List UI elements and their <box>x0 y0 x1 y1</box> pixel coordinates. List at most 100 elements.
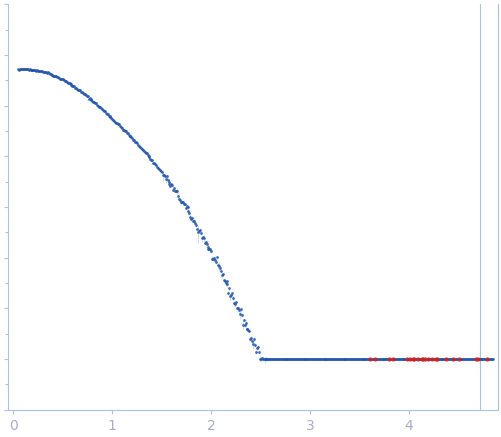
Point <box>300 356 308 363</box>
Point <box>179 201 187 208</box>
Point <box>326 356 334 363</box>
Point <box>211 256 219 263</box>
Point <box>233 304 241 311</box>
Point <box>87 97 95 104</box>
Point <box>396 356 404 363</box>
Point <box>389 356 397 363</box>
Point <box>235 311 243 318</box>
Point <box>375 356 383 363</box>
Point <box>108 115 116 122</box>
Point <box>310 356 318 363</box>
Point <box>264 356 272 363</box>
Point <box>394 356 402 363</box>
Point <box>121 127 129 134</box>
Point <box>278 356 286 363</box>
Point <box>384 356 392 363</box>
Point <box>478 356 486 363</box>
Point <box>247 335 255 342</box>
Point <box>19 66 27 73</box>
Point <box>218 271 226 278</box>
Point <box>365 356 373 363</box>
Point <box>322 356 330 363</box>
Point <box>27 67 35 74</box>
Point <box>432 356 440 363</box>
Point <box>239 317 247 324</box>
Point <box>320 356 328 363</box>
Point <box>428 356 436 363</box>
Point <box>277 356 285 363</box>
Point <box>461 356 469 363</box>
Point <box>246 336 254 343</box>
Point <box>443 356 451 363</box>
Point <box>175 197 183 204</box>
Point <box>403 356 411 363</box>
Point <box>447 356 455 363</box>
Point <box>367 356 375 363</box>
Point <box>46 70 54 77</box>
Point <box>223 277 231 284</box>
Point <box>289 356 297 363</box>
Point <box>273 356 281 363</box>
Point <box>462 356 470 363</box>
Point <box>219 277 227 284</box>
Point <box>173 187 181 194</box>
Point <box>344 356 352 363</box>
Point <box>194 228 202 235</box>
Point <box>414 356 422 363</box>
Point <box>453 356 461 363</box>
Point <box>80 90 88 97</box>
Point <box>449 356 457 363</box>
Point <box>267 356 275 363</box>
Point <box>78 88 86 95</box>
Point <box>487 356 495 363</box>
Point <box>269 356 277 363</box>
Point <box>302 356 310 363</box>
Point <box>139 146 147 153</box>
Point <box>201 239 209 246</box>
Point <box>361 356 369 363</box>
Point <box>357 356 365 363</box>
Point <box>256 356 264 363</box>
Point <box>287 356 295 363</box>
Point <box>314 356 322 363</box>
Point <box>28 67 36 74</box>
Point <box>18 66 26 73</box>
Point <box>92 100 100 107</box>
Point <box>175 195 183 202</box>
Point <box>222 280 230 287</box>
Point <box>226 293 234 300</box>
Point <box>185 209 193 216</box>
Point <box>337 356 345 363</box>
Point <box>398 356 406 363</box>
Point <box>435 356 443 363</box>
Point <box>467 356 475 363</box>
Point <box>205 245 213 252</box>
Point <box>257 354 265 361</box>
Point <box>423 356 431 363</box>
Point <box>369 356 377 363</box>
Point <box>67 82 75 89</box>
Point <box>166 183 174 190</box>
Point <box>17 65 25 72</box>
Point <box>48 71 56 78</box>
Point <box>333 356 341 363</box>
Point <box>47 70 55 77</box>
Point <box>220 277 228 284</box>
Point <box>474 356 482 363</box>
Point <box>15 66 23 73</box>
Point <box>62 78 70 85</box>
Point <box>415 356 423 363</box>
Point <box>238 321 246 328</box>
Point <box>151 161 159 168</box>
Point <box>454 356 462 363</box>
Point <box>383 356 391 363</box>
Point <box>43 69 51 76</box>
Point <box>448 356 456 363</box>
Point <box>305 356 313 363</box>
Point <box>334 356 342 363</box>
Point <box>150 160 158 166</box>
Point <box>463 356 471 363</box>
Point <box>187 216 195 223</box>
Point <box>140 148 148 155</box>
Point <box>368 356 376 363</box>
